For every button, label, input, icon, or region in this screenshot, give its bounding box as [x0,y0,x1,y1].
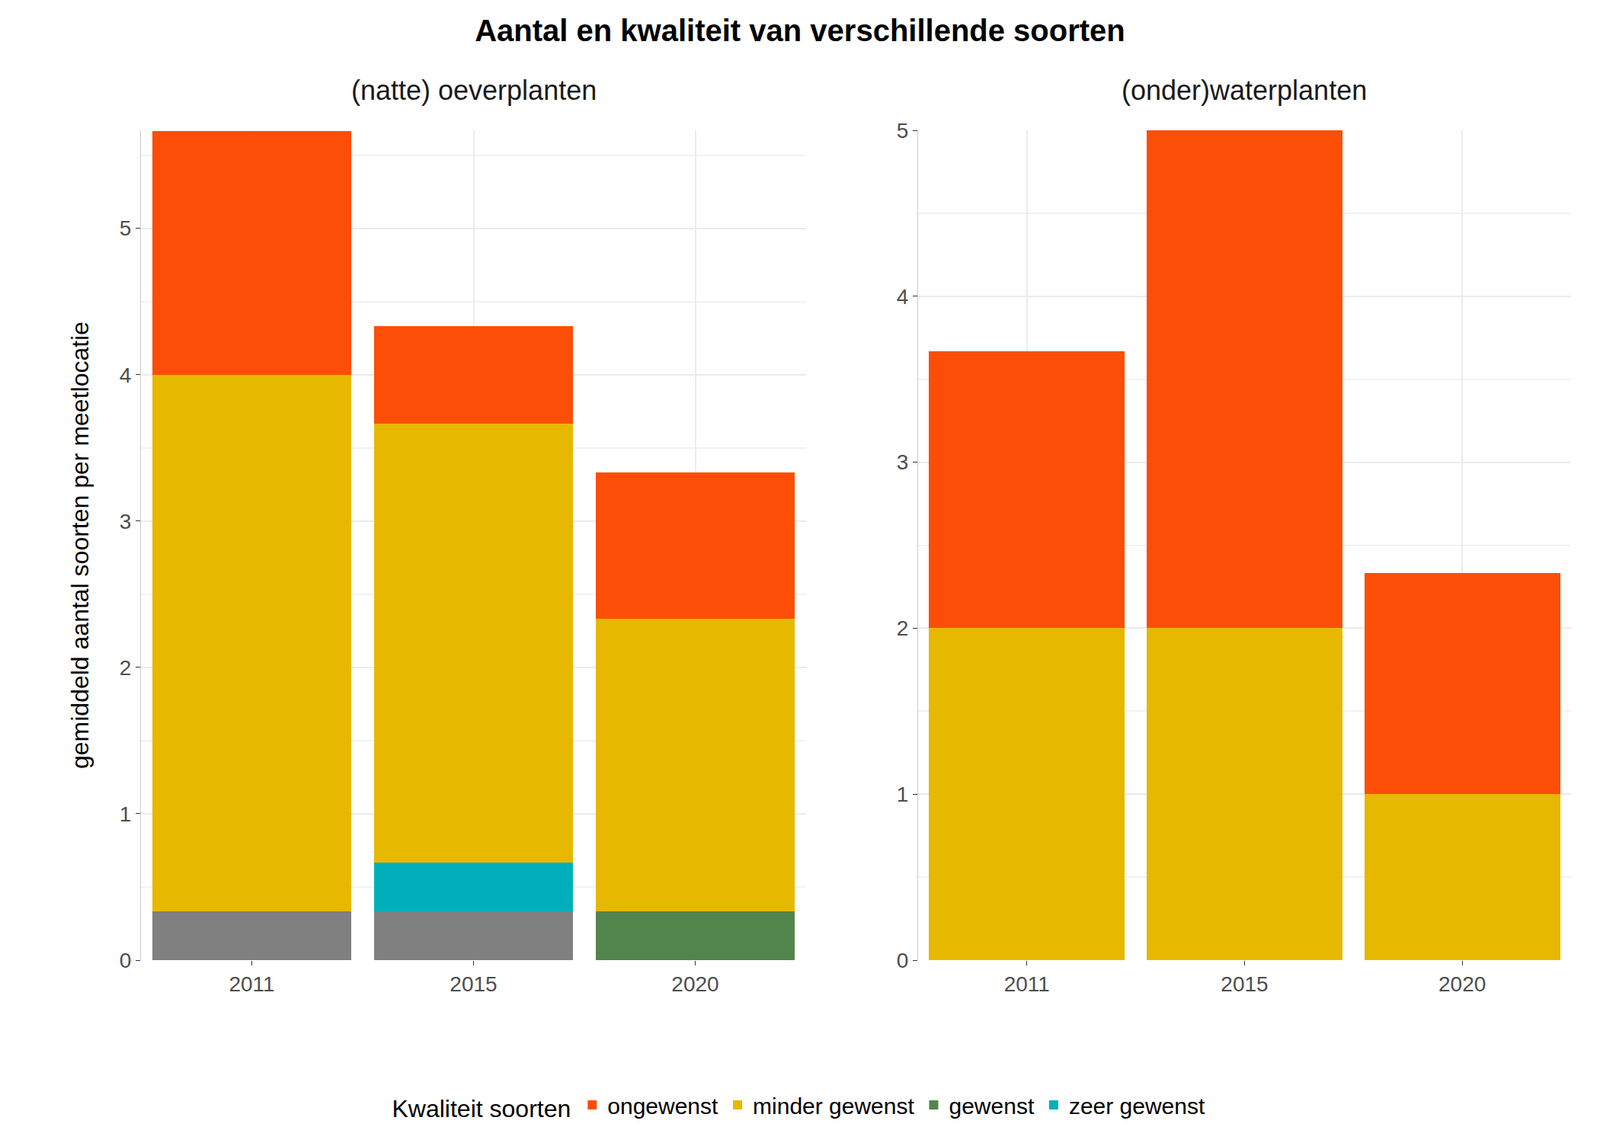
svg-text:1: 1 [896,782,909,807]
svg-text:2015: 2015 [449,972,497,996]
svg-text:2011: 2011 [228,972,275,996]
svg-text:2015: 2015 [1220,972,1268,996]
svg-text:2: 2 [896,616,909,640]
svg-text:2: 2 [119,656,132,680]
svg-text:Aantal en kwaliteit van versch: Aantal en kwaliteit van verschillende so… [474,13,1126,48]
svg-text:0: 0 [119,948,132,973]
svg-text:(onder)waterplanten: (onder)waterplanten [1121,74,1367,106]
svg-text:2011: 2011 [1004,972,1050,996]
svg-text:2020: 2020 [1438,972,1486,996]
svg-text:3: 3 [119,509,132,534]
svg-text:4: 4 [896,284,909,309]
svg-text:minder gewenst: minder gewenst [752,1093,915,1119]
svg-text:3: 3 [896,450,909,474]
svg-text:1: 1 [119,802,132,826]
svg-text:gewenst: gewenst [948,1093,1034,1119]
svg-text:5: 5 [119,216,132,240]
svg-text:zeer gewenst: zeer gewenst [1068,1093,1206,1119]
svg-text:(natte) oeverplanten: (natte) oeverplanten [351,74,597,106]
svg-text:Kwaliteit soorten: Kwaliteit soorten [392,1094,572,1123]
svg-text:gemiddeld aantal soorten per m: gemiddeld aantal soorten per meetlocatie [66,321,94,769]
svg-text:2020: 2020 [671,972,719,996]
svg-text:5: 5 [896,118,909,143]
svg-text:0: 0 [896,948,909,973]
svg-text:4: 4 [119,363,132,388]
svg-text:ongewenst: ongewenst [607,1093,719,1119]
